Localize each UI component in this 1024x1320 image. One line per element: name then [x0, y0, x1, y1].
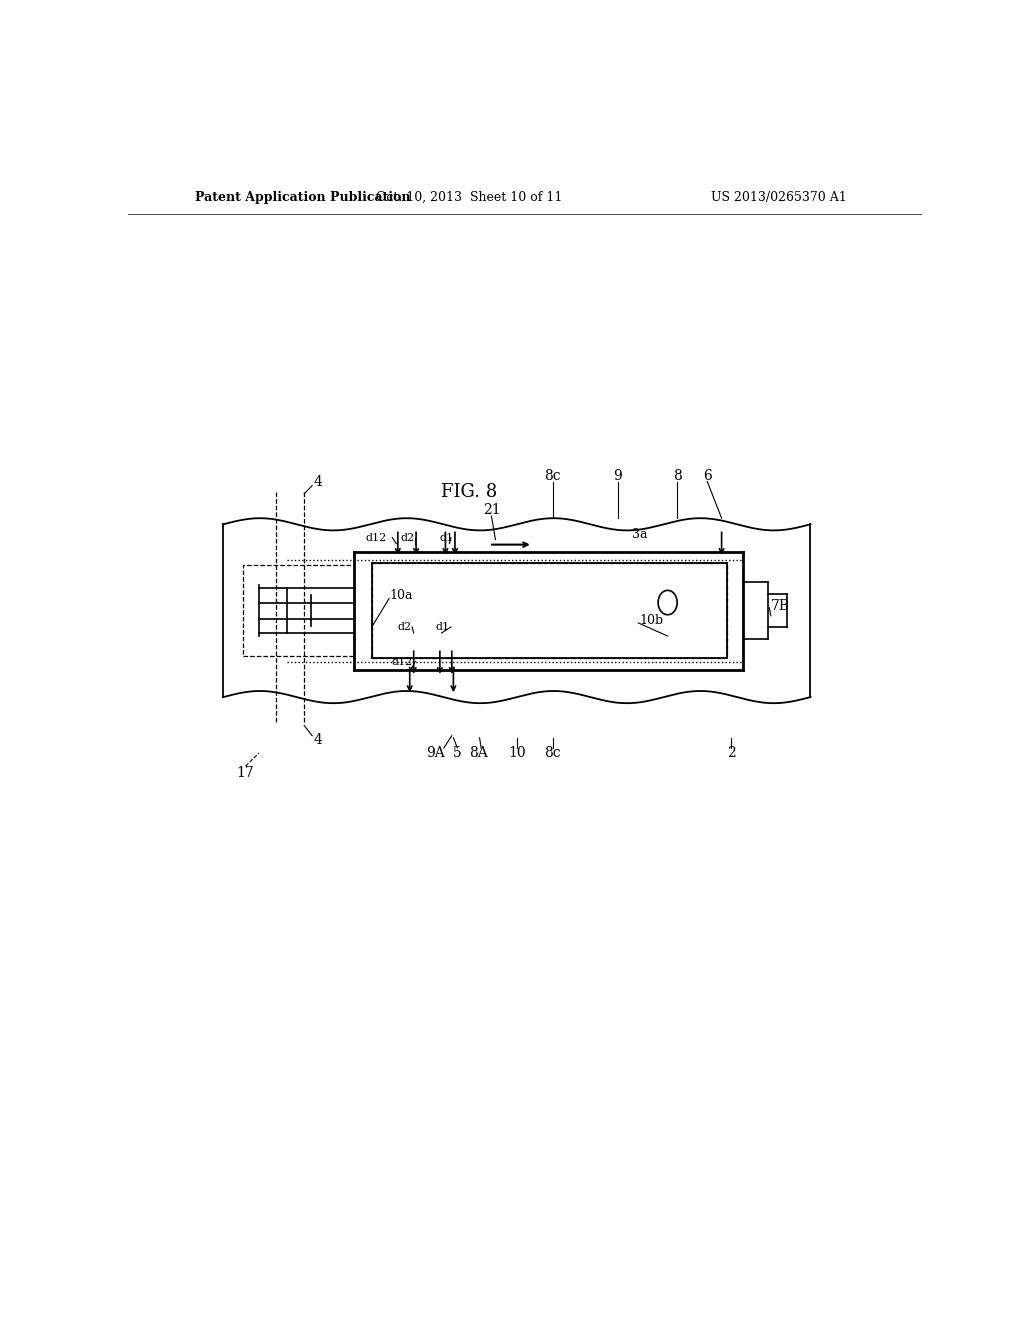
Text: 21: 21: [482, 503, 501, 517]
Text: d1: d1: [436, 622, 451, 632]
Text: Oct. 10, 2013  Sheet 10 of 11: Oct. 10, 2013 Sheet 10 of 11: [376, 190, 562, 203]
Text: FIG. 8: FIG. 8: [441, 483, 498, 500]
Text: d2: d2: [397, 622, 412, 632]
Text: 10: 10: [508, 746, 525, 760]
Text: 2: 2: [727, 746, 735, 760]
Text: 4: 4: [314, 733, 323, 747]
Text: d12: d12: [366, 532, 387, 543]
Text: 7B: 7B: [771, 598, 790, 612]
Text: 6: 6: [702, 469, 712, 483]
Bar: [373, 562, 727, 659]
Text: 9: 9: [613, 469, 622, 483]
Text: 8c: 8c: [545, 746, 561, 760]
Text: 8: 8: [673, 469, 682, 483]
Text: 10a: 10a: [390, 589, 414, 602]
Text: 5: 5: [453, 746, 462, 760]
Text: 3a: 3a: [632, 528, 647, 541]
Text: 4: 4: [314, 475, 323, 488]
Bar: [243, 565, 354, 656]
Text: US 2013/0265370 A1: US 2013/0265370 A1: [711, 190, 847, 203]
Text: Patent Application Publication: Patent Application Publication: [196, 190, 411, 203]
Text: d2: d2: [400, 532, 415, 543]
Text: 10b: 10b: [640, 614, 664, 627]
Text: 9A: 9A: [426, 746, 444, 760]
Text: d1: d1: [439, 532, 454, 543]
Text: d12: d12: [391, 656, 413, 667]
Text: 8c: 8c: [545, 469, 561, 483]
Text: 8A: 8A: [469, 746, 488, 760]
Text: 17: 17: [237, 767, 254, 780]
